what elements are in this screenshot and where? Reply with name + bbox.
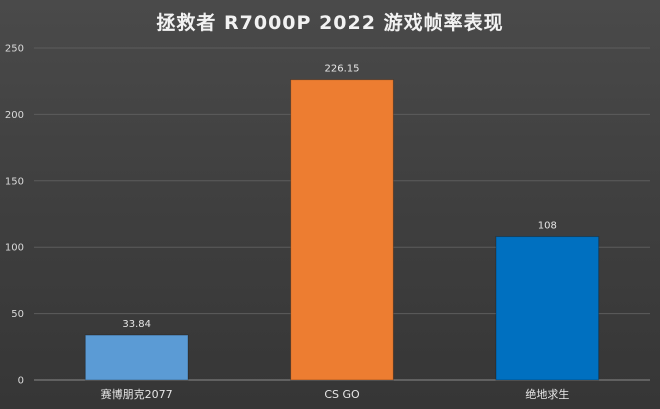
y-tick-label: 0 [18,376,24,387]
y-tick-label: 250 [5,44,24,55]
bar-0[interactable] [84,334,189,381]
x-category-label: 绝地求生 [525,387,569,401]
data-label: 226.15 [325,64,360,75]
data-label: 108 [538,221,557,232]
y-tick-label: 50 [11,309,24,320]
bar-1[interactable] [290,79,394,381]
chart-title: 拯救者 R7000P 2022 游戏帧率表现 [156,12,504,34]
y-tick-label: 150 [5,176,24,187]
y-tick-label: 100 [5,243,24,254]
x-category-label: 赛博朋克2077 [101,387,173,401]
label-layer: 0 50 100 150 200 250 33.84 赛博朋克2077 226.15 CS GO 1… [5,44,569,402]
y-tick-label: 200 [5,110,24,121]
data-label: 33.84 [122,319,151,330]
bar-2[interactable] [495,236,600,381]
x-category-label: CS GO [324,388,360,401]
bar-layer [84,79,600,381]
